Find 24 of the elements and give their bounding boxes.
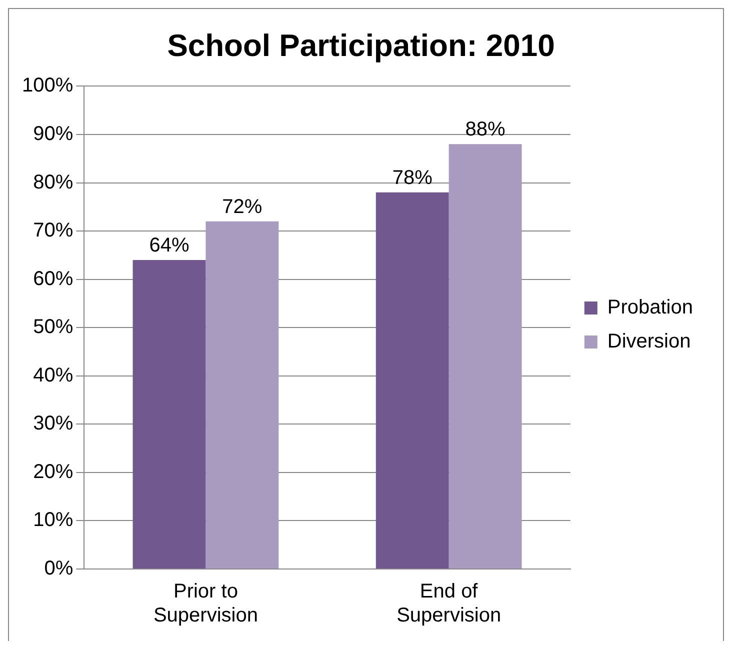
y-tick-label: 0% (44, 558, 74, 580)
y-tick-label: 40% (33, 364, 74, 386)
legend-label: Diversion (607, 330, 691, 353)
legend-label: Probation (607, 296, 694, 319)
bar (132, 260, 206, 568)
y-tick-label: 90% (33, 122, 74, 145)
y-tick-label: 10% (33, 509, 74, 532)
y-tick-label: 20% (33, 460, 74, 483)
data-label: 88% (465, 118, 506, 141)
x-tick-label: Prior to Supervision (153, 580, 258, 627)
y-tick-label: 50% (33, 316, 74, 338)
y-tick-label: 80% (33, 171, 74, 194)
y-tick-label: 60% (33, 268, 74, 290)
data-label: 72% (222, 196, 262, 218)
data-label: 64% (149, 234, 190, 257)
y-tick-label: 70% (33, 220, 74, 242)
y-tick-label: 100% (22, 74, 74, 97)
bar (448, 144, 522, 568)
chart-title: School Participation: 2010 (167, 28, 555, 64)
x-tick-label: End of Supervision (396, 580, 502, 627)
bar (376, 192, 449, 568)
y-tick-label: 30% (33, 412, 74, 435)
data-label: 78% (392, 166, 433, 189)
bar (206, 221, 279, 568)
